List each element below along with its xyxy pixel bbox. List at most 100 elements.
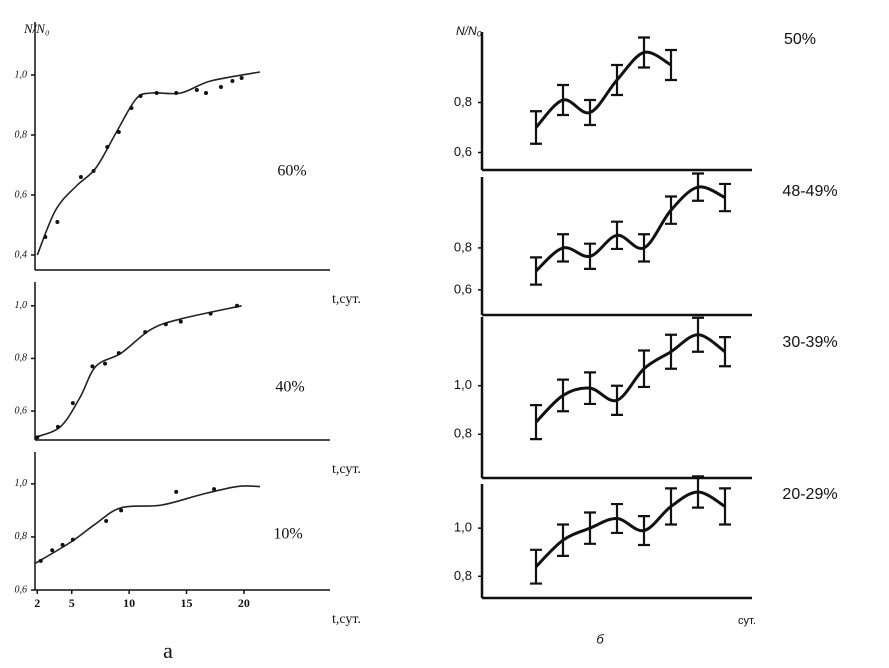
data-point xyxy=(116,351,121,356)
data-point xyxy=(239,76,244,80)
series-label: 10% xyxy=(273,526,302,543)
data-point xyxy=(178,319,183,324)
data-point xyxy=(104,519,109,524)
data-point xyxy=(212,487,217,492)
error-bar xyxy=(719,487,731,526)
data-point xyxy=(174,91,179,95)
error-bar xyxy=(638,349,650,389)
data-point xyxy=(194,88,199,92)
error-bar xyxy=(530,404,542,441)
error-bar xyxy=(692,475,704,509)
error-bar xyxy=(665,195,677,225)
data-point xyxy=(50,548,55,553)
error-bar xyxy=(530,256,542,286)
y-tick-label: 0,8 xyxy=(15,353,28,364)
error-bar xyxy=(665,48,677,82)
series-label: 20-29% xyxy=(782,486,837,503)
y-tick-label: 0,4 xyxy=(15,249,28,260)
series-label: 48-49% xyxy=(782,183,837,200)
x-axis-label: t,сут. xyxy=(332,292,361,307)
error-bar xyxy=(638,233,650,263)
trend-curve xyxy=(534,333,726,424)
error-bar xyxy=(638,514,650,547)
series-label: 40% xyxy=(275,379,304,396)
data-point xyxy=(154,91,159,95)
data-point xyxy=(235,303,240,308)
y-tick-label: 1,0 xyxy=(454,377,472,392)
data-point xyxy=(138,94,143,98)
x-tick-label: 15 xyxy=(181,596,193,610)
error-bar xyxy=(692,172,704,202)
error-bar xyxy=(719,182,731,213)
data-point xyxy=(204,91,209,95)
data-point xyxy=(218,85,223,89)
error-bar xyxy=(584,371,596,406)
data-point xyxy=(38,558,43,563)
data-point xyxy=(70,401,75,406)
data-point xyxy=(143,330,148,335)
x-tick-label: 5 xyxy=(69,596,75,610)
error-bar xyxy=(530,110,542,145)
trend-curve xyxy=(534,185,726,273)
y-tick-label: 1,0 xyxy=(454,520,472,535)
error-bar xyxy=(557,523,569,557)
data-point xyxy=(43,235,48,239)
y-tick-label: 0,8 xyxy=(15,129,28,140)
trend-curve xyxy=(534,50,672,129)
series-label: 30-39% xyxy=(782,334,837,351)
y-tick-label: 0,6 xyxy=(454,144,472,159)
error-bar xyxy=(611,220,623,251)
data-point xyxy=(55,220,60,224)
data-point xyxy=(60,542,65,547)
error-bar xyxy=(665,333,677,370)
data-point xyxy=(55,424,60,429)
error-bar xyxy=(557,233,569,263)
fit-curve xyxy=(36,71,261,256)
data-point xyxy=(105,145,110,149)
data-point xyxy=(103,361,108,366)
error-bar xyxy=(584,242,596,270)
error-bar xyxy=(719,336,731,368)
x-tick-label: 20 xyxy=(238,596,250,610)
y-tick-label: 0,6 xyxy=(15,405,28,416)
y-tick-label: 0,6 xyxy=(15,584,28,595)
panel-caption: б xyxy=(596,631,604,646)
error-bar xyxy=(557,378,569,413)
trend-curve xyxy=(534,490,726,568)
data-point xyxy=(91,169,96,173)
y-axis-label: N/N₀ xyxy=(23,21,49,36)
y-tick-label: 1,0 xyxy=(15,69,28,80)
error-bar xyxy=(665,487,677,526)
error-bar xyxy=(638,36,650,69)
y-tick-label: 0,6 xyxy=(15,189,28,200)
data-point xyxy=(70,537,75,542)
data-point xyxy=(174,489,179,494)
x-tick-label: 2 xyxy=(34,596,40,610)
data-point xyxy=(230,79,235,83)
y-axis-label: N/N₀ xyxy=(456,24,482,38)
panel-caption: а xyxy=(163,638,173,663)
data-point xyxy=(208,311,213,316)
error-bar xyxy=(530,548,542,585)
y-tick-label: 0,8 xyxy=(454,568,472,583)
error-bar xyxy=(584,511,596,545)
data-point xyxy=(35,435,40,440)
error-bar xyxy=(611,502,623,535)
x-axis-label: t,сут. xyxy=(332,462,361,477)
series-label: 50% xyxy=(784,31,816,48)
error-bar xyxy=(611,384,623,416)
error-bar xyxy=(557,83,569,117)
y-tick-label: 0,8 xyxy=(454,239,472,254)
error-bar xyxy=(611,63,623,97)
x-tick-label: 10 xyxy=(123,596,135,610)
data-point xyxy=(90,364,95,369)
data-point xyxy=(119,508,124,513)
x-axis-label: сут. xyxy=(738,615,756,627)
series-label: 60% xyxy=(277,163,306,180)
y-tick-label: 1,0 xyxy=(15,478,28,489)
error-bar xyxy=(584,98,596,127)
data-point xyxy=(129,106,134,110)
data-point xyxy=(78,175,83,179)
fit-curve xyxy=(34,305,242,439)
x-axis-label: t,сут. xyxy=(332,612,361,627)
